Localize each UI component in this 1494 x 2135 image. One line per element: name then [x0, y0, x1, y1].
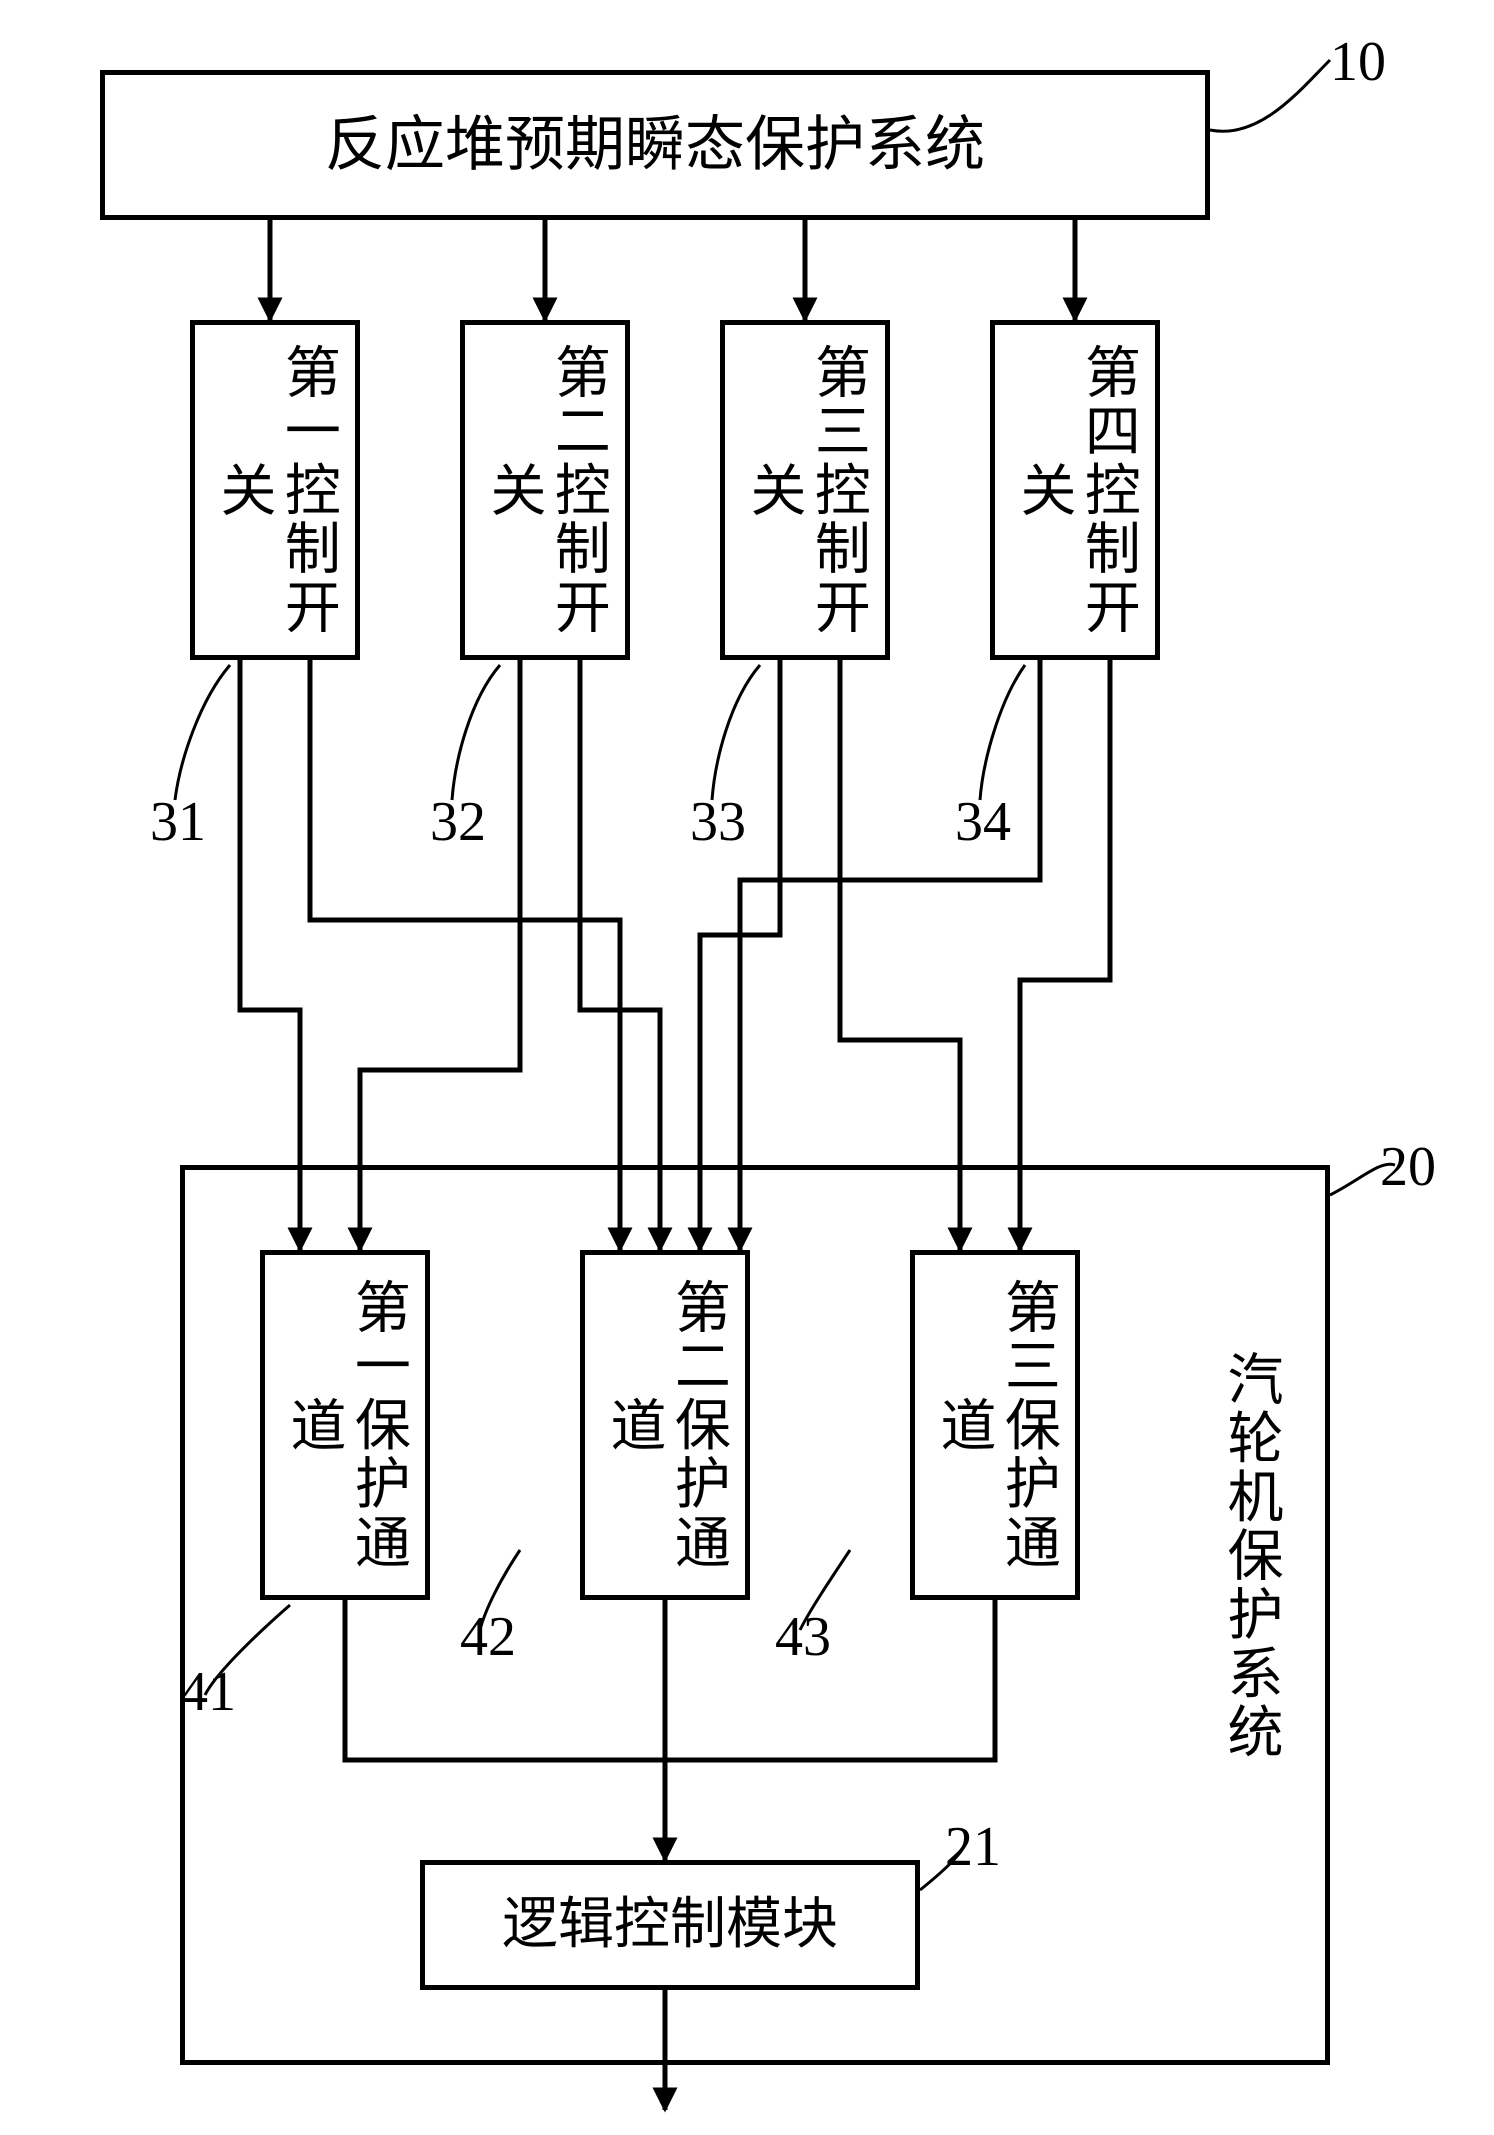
block-label: 第三保护通道 [931, 1255, 1060, 1595]
block-label: 反应堆预期瞬态保护系统 [325, 111, 985, 180]
block: 第四控制开关 [990, 320, 1160, 660]
ref-number: 33 [690, 790, 746, 854]
block: 反应堆预期瞬态保护系统 [100, 70, 1210, 220]
ref-number: 42 [460, 1605, 516, 1669]
block: 第一保护通道 [260, 1250, 430, 1600]
block-label: 第一控制开关 [211, 325, 340, 655]
ref-number: 21 [945, 1815, 1001, 1879]
ref-number: 31 [150, 790, 206, 854]
block: 逻辑控制模块 [420, 1860, 920, 1990]
block-label: 第四控制开关 [1011, 325, 1140, 655]
block: 第二控制开关 [460, 320, 630, 660]
ref-number: 41 [180, 1660, 236, 1724]
block-label: 逻辑控制模块 [502, 1893, 838, 1957]
block-label: 第三控制开关 [741, 325, 870, 655]
ref-number: 43 [775, 1605, 831, 1669]
block: 第三保护通道 [910, 1250, 1080, 1600]
block-label: 第二保护通道 [601, 1255, 730, 1595]
ref-number: 34 [955, 790, 1011, 854]
block-label: 第一保护通道 [281, 1255, 410, 1595]
ref-number: 10 [1330, 30, 1386, 94]
block: 第一控制开关 [190, 320, 360, 660]
ref-number: 20 [1380, 1135, 1436, 1199]
outer-system-label: 汽轮机保护系统 [1210, 1350, 1291, 1762]
ref-number: 32 [430, 790, 486, 854]
block: 第三控制开关 [720, 320, 890, 660]
block-label: 第二控制开关 [481, 325, 610, 655]
block: 第二保护通道 [580, 1250, 750, 1600]
